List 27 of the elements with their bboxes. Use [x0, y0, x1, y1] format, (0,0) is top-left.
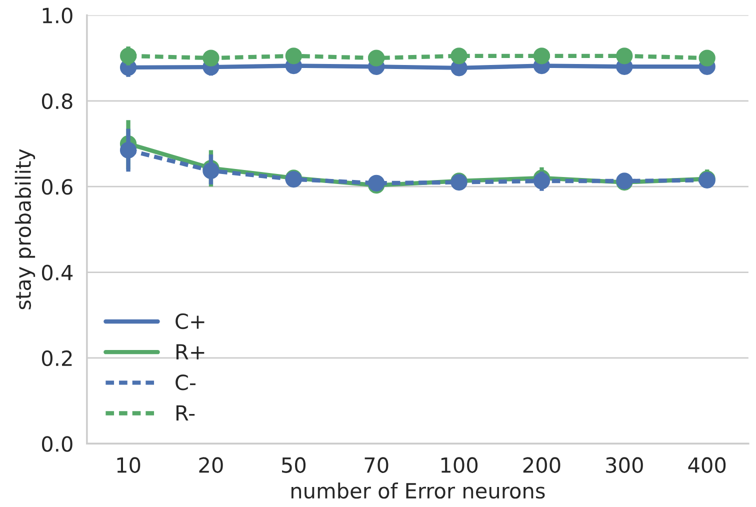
point [450, 48, 468, 64]
y-tick-label: 0.0 [42, 436, 72, 452]
legend-label: R+ [176, 344, 204, 360]
point [285, 48, 302, 64]
x-tick-label: 50 [282, 457, 306, 473]
x-tick-label: 200 [523, 457, 560, 473]
point [533, 48, 550, 64]
x-tick-label: 70 [364, 457, 388, 473]
y-tick-label: 0.2 [42, 350, 72, 366]
y-tick-label: 0.6 [42, 179, 72, 195]
x-tick-label: 300 [606, 457, 643, 473]
legend-label: C- [176, 374, 196, 390]
point [368, 50, 385, 66]
y-tick-label: 1.0 [42, 8, 72, 24]
x-axis-title: number of Error neurons [292, 482, 545, 499]
legend-label: R- [176, 405, 195, 421]
point [202, 50, 220, 66]
y-tick-label: 0.4 [42, 264, 73, 280]
y-tick-label: 0.8 [42, 93, 72, 110]
y-axis-title: stay probability [14, 149, 36, 310]
x-tick-label: 400 [688, 457, 726, 473]
legend-label: C+ [176, 313, 204, 330]
point [616, 48, 633, 64]
x-tick-label: 20 [199, 457, 223, 473]
point [698, 50, 716, 66]
x-tick-label: 10 [117, 457, 140, 473]
x-tick-label: 100 [441, 457, 478, 473]
